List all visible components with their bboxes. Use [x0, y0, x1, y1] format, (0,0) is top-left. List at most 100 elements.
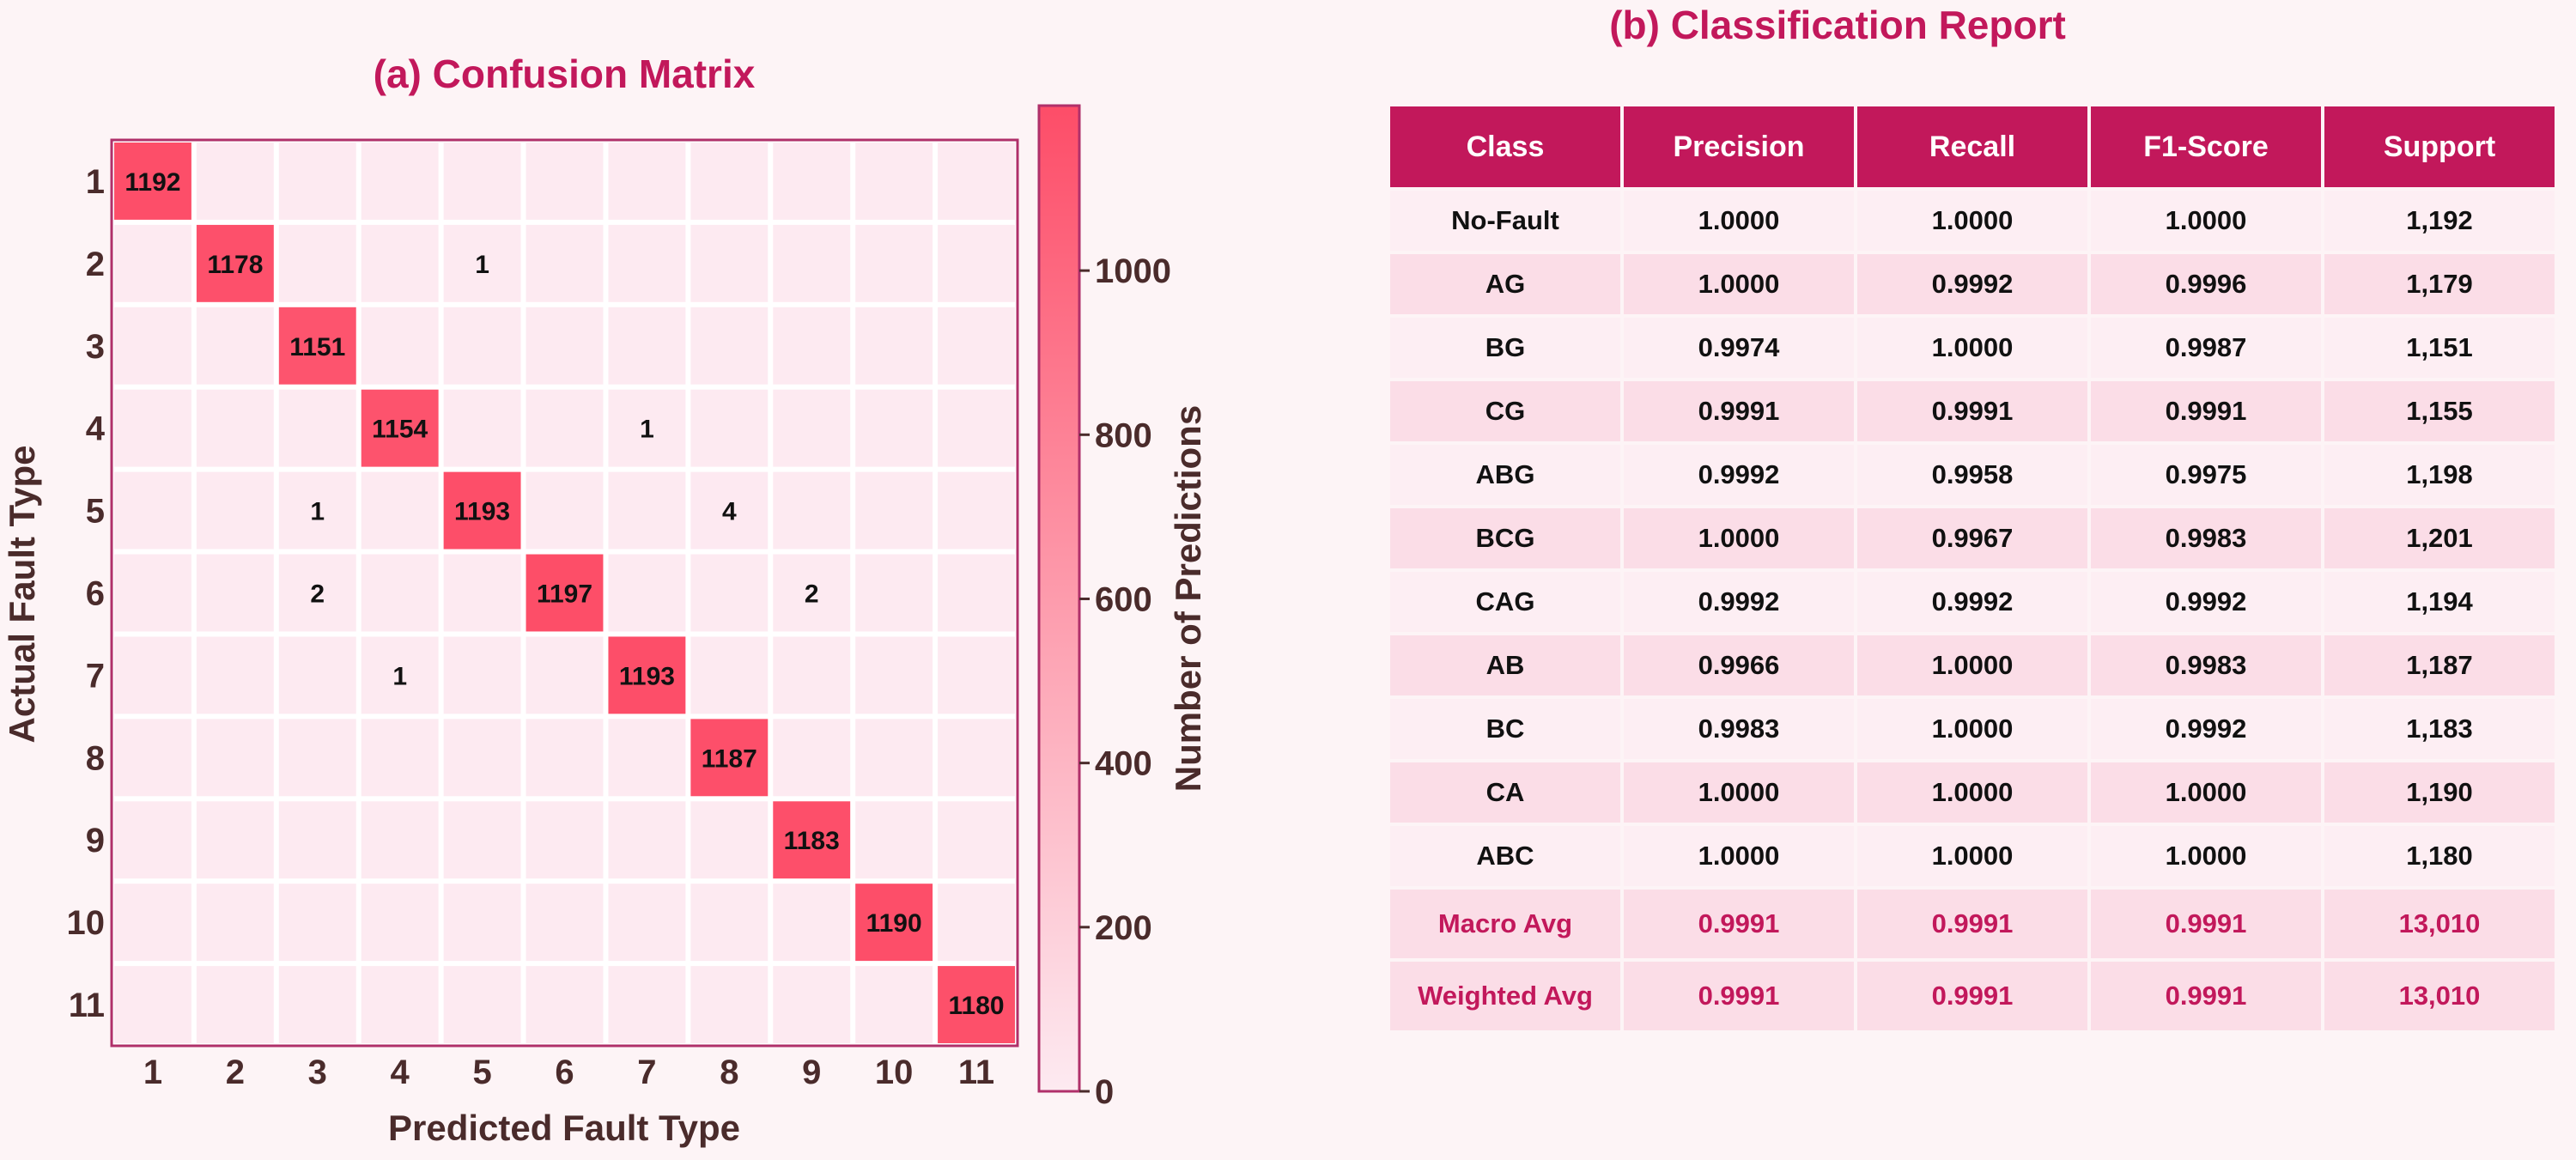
heatmap-cell — [855, 966, 933, 1043]
y-tick-label: 10 — [67, 904, 106, 942]
heatmap-cell — [114, 554, 191, 632]
report-cell: 0.9991 — [1624, 962, 1854, 1030]
heatmap-cell — [608, 719, 686, 797]
report-cell: 1.0000 — [1857, 318, 2087, 378]
report-row: CAG 0.9992 0.9992 0.9992 1,194 — [1390, 572, 2555, 632]
heatmap-cell — [608, 143, 686, 220]
report-row: No-Fault 1.0000 1.0000 1.0000 1,192 — [1390, 191, 2555, 251]
heatmap-cell — [196, 719, 274, 797]
report-row: ABC 1.0000 1.0000 1.0000 1,180 — [1390, 826, 2555, 886]
heatmap-cell — [196, 471, 274, 550]
heatmap-cell — [443, 307, 521, 385]
heatmap-cell — [773, 966, 851, 1043]
colorbar-tick-label: 400 — [1095, 745, 1152, 783]
heatmap-cell — [361, 719, 439, 797]
report-cell: 1,187 — [2324, 635, 2555, 695]
report-cell: 1,179 — [2324, 254, 2555, 314]
heatmap-cell — [938, 801, 1015, 879]
heatmap-cell — [526, 884, 604, 962]
report-cell: 0.9996 — [2091, 254, 2321, 314]
heatmap-cell — [114, 143, 191, 220]
heatmap-cell — [526, 966, 604, 1043]
report-cell: 0.9992 — [1624, 572, 1854, 632]
heatmap-cell — [443, 719, 521, 797]
heatmap-cell — [114, 224, 191, 302]
report-cell: 1.0000 — [1857, 635, 2087, 695]
heatmap-cell — [938, 884, 1015, 962]
report-cell: 1.0000 — [1624, 762, 1854, 823]
heatmap-cell — [526, 224, 604, 302]
report-cell: ABG — [1390, 445, 1620, 505]
heatmap-cell — [690, 143, 769, 220]
heatmap-cell — [361, 143, 439, 220]
report-average-row: Macro Avg 0.9991 0.9991 0.9991 13,010 — [1390, 890, 2555, 958]
cell-value-label: 1193 — [454, 498, 510, 526]
heatmap-cell — [278, 801, 356, 879]
heatmap-cell — [608, 966, 686, 1043]
y-tick-label: 9 — [86, 822, 105, 859]
colorbar-tick-label: 600 — [1095, 580, 1152, 618]
heatmap-cell — [690, 389, 769, 467]
cell-value-label: 1 — [640, 416, 654, 444]
colorbar-tick-label: 1000 — [1095, 252, 1171, 290]
report-cell: 1.0000 — [1624, 191, 1854, 251]
x-tick-label: 7 — [637, 1054, 656, 1091]
confusion-matrix-title: (a) Confusion Matrix — [374, 52, 756, 96]
heatmap-cell — [114, 307, 191, 385]
report-cell: Weighted Avg — [1390, 962, 1620, 1030]
heatmap-cell — [690, 307, 769, 385]
report-cell: 0.9987 — [2091, 318, 2321, 378]
y-tick-label: 7 — [86, 657, 105, 695]
report-cell: 1.0000 — [1857, 699, 2087, 759]
heatmap-cell — [526, 719, 604, 797]
heatmap-cell — [773, 884, 851, 962]
heatmap-cell — [855, 389, 933, 467]
report-cell: 0.9991 — [1857, 890, 2087, 958]
heatmap-cell — [773, 307, 851, 385]
heatmap-cell — [526, 554, 604, 632]
heatmap-cell — [443, 636, 521, 714]
heatmap-cell — [443, 966, 521, 1043]
heatmap-cell — [773, 554, 851, 632]
report-cell: 0.9983 — [2091, 635, 2321, 695]
heatmap-cell — [855, 471, 933, 550]
x-axis-label: Predicted Fault Type — [388, 1108, 740, 1148]
heatmap-cell — [938, 636, 1015, 714]
report-cell: 1,180 — [2324, 826, 2555, 886]
x-tick-label: 9 — [802, 1054, 821, 1091]
heatmap-cell — [196, 966, 274, 1043]
heatmap-cell — [855, 554, 933, 632]
report-cell: 1,198 — [2324, 445, 2555, 505]
report-header-cell: Support — [2324, 106, 2555, 187]
heatmap-cell — [608, 884, 686, 962]
report-cell: 1,183 — [2324, 699, 2555, 759]
heatmap-cell — [361, 389, 439, 467]
heatmap-cell — [526, 636, 604, 714]
heatmap-cell — [526, 801, 604, 879]
heatmap-cell — [443, 554, 521, 632]
classification-report-table: Class Precision Recall F1-Score Support No-F… — [1387, 103, 2558, 1034]
heatmap-cell — [114, 884, 191, 962]
heatmap-cell — [608, 554, 686, 632]
colorbar-tick-label: 0 — [1095, 1073, 1114, 1111]
report-header-cell: Precision — [1624, 106, 1854, 187]
report-cell: 1.0000 — [1857, 826, 2087, 886]
report-row: AG 1.0000 0.9992 0.9996 1,179 — [1390, 254, 2555, 314]
cell-value-label: 1187 — [702, 744, 757, 773]
heatmap-cell — [443, 884, 521, 962]
heatmap-cell — [196, 554, 274, 632]
heatmap-cell — [114, 389, 191, 467]
heatmap-cell — [526, 389, 604, 467]
report-cell: 1.0000 — [2091, 826, 2321, 886]
report-cell: 0.9992 — [2091, 699, 2321, 759]
heatmap-cell — [855, 884, 933, 962]
cell-value-label: 1190 — [866, 909, 922, 938]
heatmap-cell — [361, 224, 439, 302]
heatmap-cell — [938, 471, 1015, 550]
report-cell: 1.0000 — [2091, 191, 2321, 251]
x-tick-label: 6 — [555, 1054, 574, 1091]
report-cell: AG — [1390, 254, 1620, 314]
heatmap-cell — [690, 719, 769, 797]
x-tick-label: 1 — [143, 1054, 162, 1091]
